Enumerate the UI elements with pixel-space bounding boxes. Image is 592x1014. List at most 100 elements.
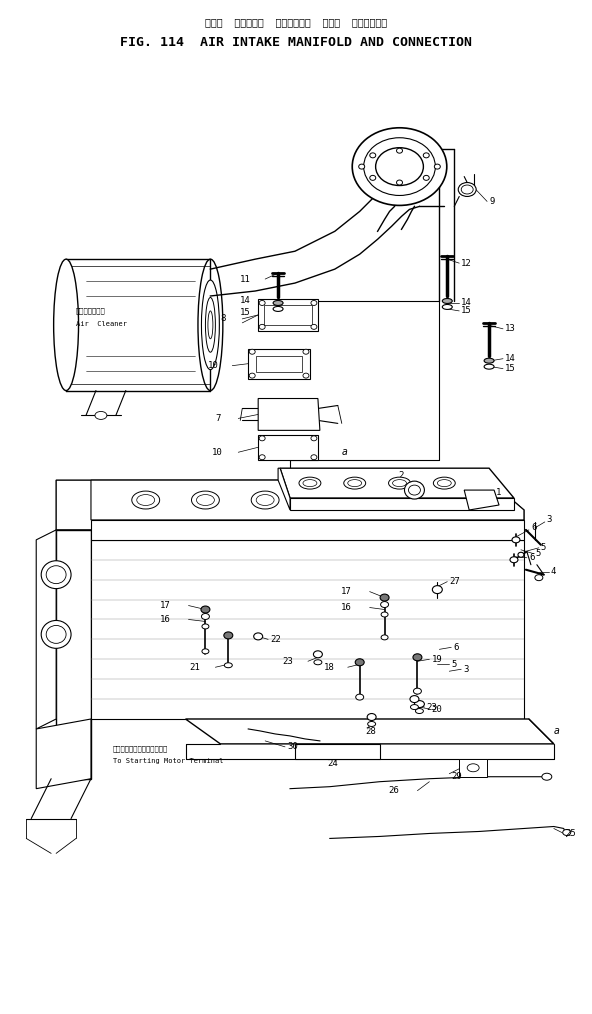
Text: 3: 3 — [463, 665, 469, 673]
Ellipse shape — [311, 300, 317, 305]
Polygon shape — [36, 719, 91, 789]
Text: 23: 23 — [426, 703, 437, 712]
Ellipse shape — [198, 260, 223, 390]
Text: 17: 17 — [160, 601, 170, 610]
Ellipse shape — [41, 621, 71, 648]
Polygon shape — [258, 399, 320, 430]
Ellipse shape — [311, 436, 317, 441]
Text: 10: 10 — [208, 361, 218, 370]
Text: 28: 28 — [366, 727, 377, 736]
Ellipse shape — [363, 138, 435, 196]
Text: 13: 13 — [505, 324, 516, 334]
Ellipse shape — [137, 495, 155, 506]
Text: 19: 19 — [432, 655, 442, 664]
Text: 14: 14 — [461, 298, 472, 307]
Polygon shape — [290, 498, 514, 510]
Text: 17: 17 — [341, 587, 352, 596]
Ellipse shape — [370, 175, 376, 180]
Polygon shape — [91, 480, 524, 520]
Text: Air  Cleaner: Air Cleaner — [76, 320, 127, 327]
Ellipse shape — [202, 624, 209, 629]
Ellipse shape — [376, 495, 394, 506]
Text: a: a — [554, 726, 559, 736]
Text: 6: 6 — [531, 523, 536, 532]
Ellipse shape — [299, 478, 321, 489]
Text: 12: 12 — [461, 259, 472, 268]
Ellipse shape — [388, 478, 410, 489]
Ellipse shape — [367, 714, 376, 721]
Ellipse shape — [348, 480, 362, 487]
Ellipse shape — [442, 304, 452, 309]
Ellipse shape — [442, 298, 452, 303]
Ellipse shape — [95, 412, 107, 420]
Ellipse shape — [467, 764, 479, 772]
Ellipse shape — [201, 280, 220, 370]
Text: 11: 11 — [240, 275, 250, 284]
Ellipse shape — [303, 373, 309, 378]
Ellipse shape — [410, 705, 419, 710]
Ellipse shape — [512, 536, 520, 542]
Text: 16: 16 — [160, 614, 170, 624]
Text: 8: 8 — [220, 314, 226, 323]
Polygon shape — [36, 530, 56, 729]
Text: 6: 6 — [453, 643, 459, 652]
Text: 15: 15 — [240, 308, 250, 317]
Text: 4: 4 — [551, 567, 556, 576]
Ellipse shape — [408, 485, 420, 495]
Ellipse shape — [518, 553, 524, 558]
Text: 24: 24 — [327, 759, 337, 769]
Ellipse shape — [201, 606, 210, 613]
Ellipse shape — [359, 164, 365, 169]
Ellipse shape — [371, 491, 398, 509]
Ellipse shape — [132, 491, 160, 509]
Ellipse shape — [413, 654, 422, 661]
Ellipse shape — [355, 659, 364, 666]
Ellipse shape — [202, 649, 209, 654]
Ellipse shape — [397, 148, 403, 153]
Ellipse shape — [46, 566, 66, 584]
Ellipse shape — [205, 297, 215, 352]
Ellipse shape — [432, 586, 442, 593]
Ellipse shape — [410, 696, 419, 703]
Text: 15: 15 — [461, 306, 472, 315]
Text: スターティングモータ端子へ: スターティングモータ端子へ — [113, 745, 168, 752]
Ellipse shape — [368, 722, 376, 726]
Ellipse shape — [381, 635, 388, 640]
Text: 23: 23 — [282, 657, 293, 666]
Ellipse shape — [344, 478, 366, 489]
Text: 14: 14 — [240, 296, 250, 305]
Ellipse shape — [397, 180, 403, 185]
Ellipse shape — [311, 491, 339, 509]
Polygon shape — [91, 539, 524, 719]
Ellipse shape — [316, 495, 334, 506]
Ellipse shape — [201, 613, 210, 620]
Ellipse shape — [376, 148, 423, 186]
Text: 29: 29 — [451, 773, 462, 781]
Ellipse shape — [191, 491, 220, 509]
Polygon shape — [280, 468, 514, 498]
Polygon shape — [264, 305, 312, 324]
Ellipse shape — [314, 660, 322, 665]
Polygon shape — [278, 468, 290, 510]
Ellipse shape — [259, 436, 265, 441]
Text: 22: 22 — [270, 635, 281, 644]
Text: 5: 5 — [541, 544, 546, 553]
Text: 30: 30 — [287, 742, 298, 751]
Polygon shape — [56, 530, 91, 779]
Ellipse shape — [484, 364, 494, 369]
Ellipse shape — [259, 300, 265, 305]
Ellipse shape — [303, 349, 309, 354]
Polygon shape — [256, 356, 302, 372]
Ellipse shape — [381, 601, 388, 607]
Ellipse shape — [256, 495, 274, 506]
Polygon shape — [464, 490, 499, 510]
Ellipse shape — [437, 480, 451, 487]
Ellipse shape — [224, 663, 232, 668]
Ellipse shape — [535, 575, 543, 581]
Ellipse shape — [381, 612, 388, 617]
Ellipse shape — [542, 774, 552, 780]
Ellipse shape — [259, 454, 265, 459]
Polygon shape — [295, 744, 379, 758]
Ellipse shape — [303, 480, 317, 487]
Ellipse shape — [392, 480, 407, 487]
